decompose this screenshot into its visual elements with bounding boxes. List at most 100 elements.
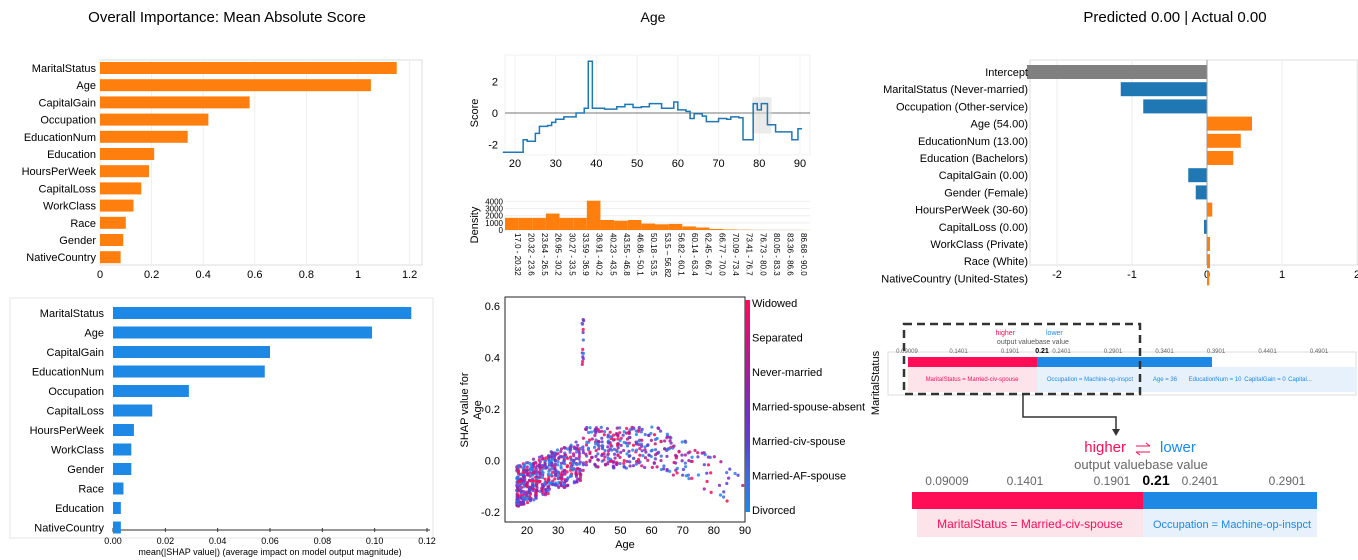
data-point <box>646 458 650 462</box>
x-tick-label: 20 <box>521 525 533 537</box>
x-tick-label: 1 <box>355 269 361 281</box>
data-point <box>600 440 604 444</box>
data-point <box>634 432 638 437</box>
data-point <box>696 473 701 477</box>
data-point <box>562 455 566 459</box>
data-point <box>612 460 616 464</box>
data-point <box>522 474 526 478</box>
data-point <box>535 484 539 488</box>
data-point <box>709 490 713 494</box>
data-point <box>665 432 669 436</box>
chart-title: Predicted 0.00 | Actual 0.00 <box>1083 9 1266 26</box>
data-point <box>580 362 584 366</box>
data-point <box>668 439 672 443</box>
data-point <box>525 501 530 505</box>
data-point <box>588 450 592 454</box>
bar <box>1195 185 1207 200</box>
data-point <box>558 472 563 476</box>
data-point <box>565 456 570 461</box>
bar <box>100 62 397 74</box>
data-point <box>581 355 585 359</box>
data-point <box>532 498 536 502</box>
data-point <box>547 454 551 458</box>
data-point <box>538 479 542 483</box>
category-label: Age <box>76 80 96 92</box>
data-point <box>556 460 560 464</box>
data-point <box>546 472 551 477</box>
x-tick-label: 20 <box>509 158 521 170</box>
data-point <box>606 462 610 466</box>
data-point <box>565 478 569 483</box>
tick-label: 0.1901 <box>1094 474 1131 488</box>
data-point <box>522 481 526 486</box>
data-point <box>612 452 617 456</box>
data-point <box>624 441 629 445</box>
data-point <box>568 461 573 465</box>
data-point <box>553 462 557 466</box>
density-bar <box>600 220 615 230</box>
data-point <box>712 455 716 459</box>
bar <box>100 234 124 246</box>
data-point <box>680 440 684 444</box>
data-point <box>553 454 557 458</box>
category-label: NativeCountry <box>26 252 96 264</box>
tick-label: 0.09009 <box>925 474 969 488</box>
data-point <box>690 459 694 463</box>
x-tick-label: 1.2 <box>402 269 417 281</box>
data-point <box>556 477 560 481</box>
data-point <box>665 436 669 440</box>
data-point <box>528 461 532 466</box>
data-point <box>596 457 600 462</box>
data-point <box>566 447 570 451</box>
x-tick-label: 2 <box>1354 269 1358 281</box>
data-point <box>631 443 636 447</box>
data-point <box>636 457 641 462</box>
bar <box>1027 65 1207 79</box>
data-point <box>559 461 563 465</box>
data-point <box>637 425 641 430</box>
data-point <box>568 455 573 459</box>
data-point <box>568 450 572 454</box>
x-tick-label: 30 <box>552 525 564 537</box>
data-point <box>576 443 580 447</box>
category-label: Age (54.00) <box>971 119 1028 131</box>
data-point <box>722 490 726 494</box>
data-point <box>568 448 572 452</box>
positive-label-bg <box>917 509 1143 537</box>
data-point <box>619 443 623 448</box>
base-value-label: base value <box>1035 339 1069 346</box>
x-tick-label: 1 <box>1279 269 1285 281</box>
data-point <box>537 464 541 468</box>
data-point <box>702 487 706 491</box>
data-point <box>523 492 527 496</box>
data-point <box>574 440 578 444</box>
data-point <box>541 485 545 489</box>
data-point <box>616 446 620 450</box>
density-bar <box>709 228 724 230</box>
bar <box>113 443 132 456</box>
data-point <box>632 456 636 460</box>
data-point <box>628 460 632 464</box>
x-tick-label: 0.6 <box>247 269 262 281</box>
density-bar <box>573 217 587 230</box>
bin-label: 26.95 - 30.2 <box>554 233 563 276</box>
data-point <box>532 487 536 491</box>
data-point <box>541 456 545 461</box>
feature-label: MaritalStatus = Married-civ-spouse <box>926 377 1020 383</box>
data-point <box>647 433 651 437</box>
data-point <box>547 475 551 479</box>
data-point <box>696 451 700 455</box>
data-point <box>618 438 622 443</box>
data-point <box>649 431 653 436</box>
x-axis-label: Age <box>615 539 635 551</box>
data-point <box>547 469 551 474</box>
data-point <box>516 488 521 493</box>
lower-label: lower <box>1160 439 1196 456</box>
data-point <box>528 479 532 483</box>
data-point <box>627 449 631 453</box>
negative-bar <box>1037 357 1212 367</box>
category-label: HoursPerWeek <box>30 425 105 437</box>
data-point <box>583 427 588 431</box>
data-point <box>594 426 598 430</box>
data-point <box>622 461 626 465</box>
